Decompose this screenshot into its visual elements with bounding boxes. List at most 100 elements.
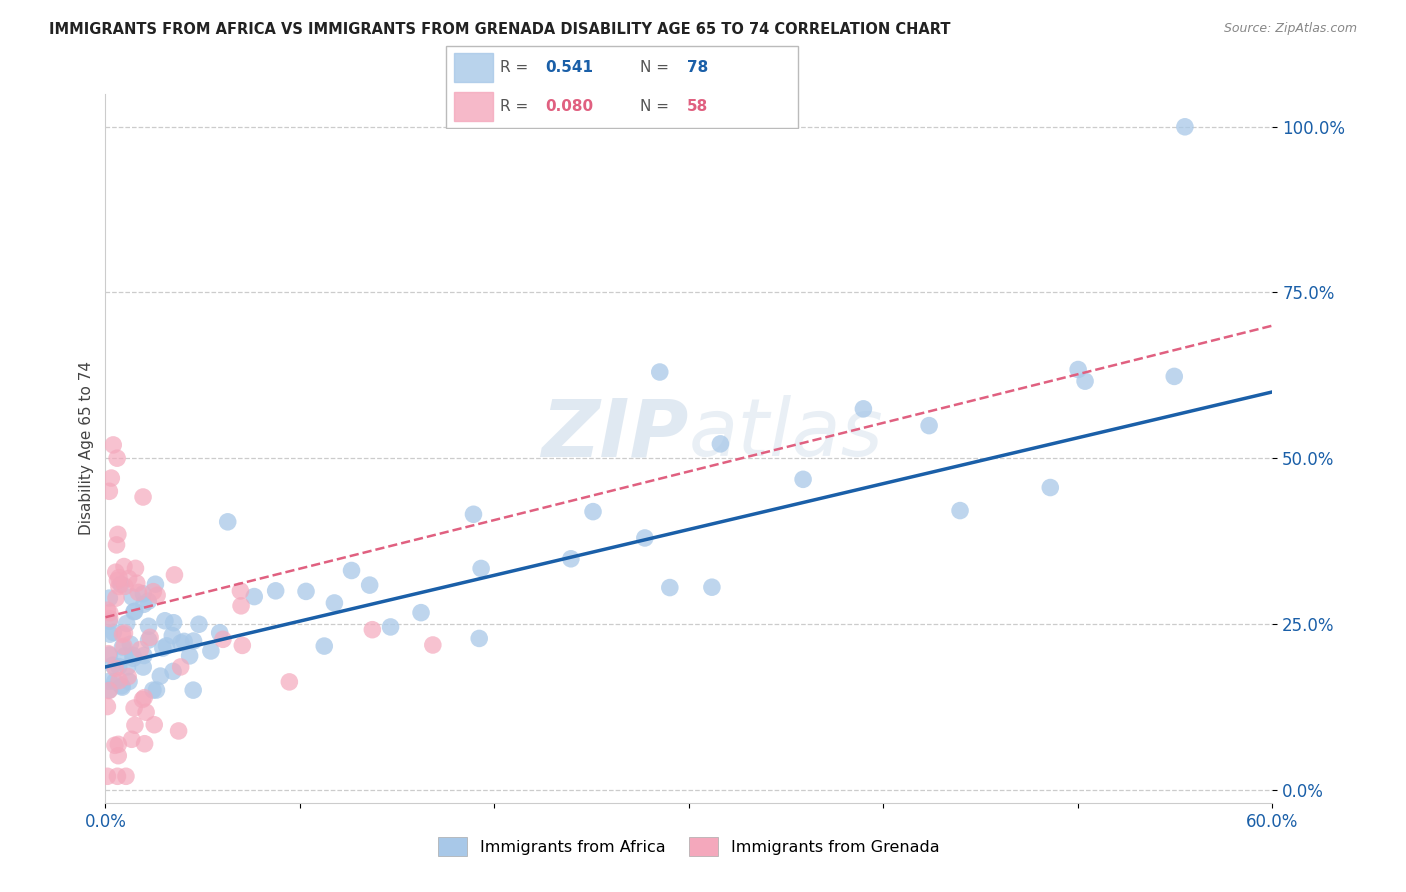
Point [200, 644, 222, 658]
Point [700, 580, 723, 594]
Point [122, 701, 145, 715]
Point [98, 484, 121, 499]
Point [468, 632, 491, 646]
Point [98, 682, 121, 697]
Point [323, 596, 346, 610]
Point [98, 611, 121, 625]
Point [114, 579, 136, 593]
Point [359, 578, 381, 592]
Point [152, 641, 174, 656]
Point [138, 619, 160, 633]
Point [243, 590, 266, 604]
Point [135, 705, 157, 719]
Text: atlas: atlas [689, 395, 884, 473]
Point [132, 597, 155, 611]
Point [103, 438, 125, 452]
Point [122, 605, 145, 619]
Point [104, 565, 127, 579]
Point [295, 584, 318, 599]
Point [105, 451, 128, 466]
Point [108, 673, 131, 688]
Point [217, 515, 239, 529]
Point [107, 748, 129, 763]
Point [1163, 369, 1185, 384]
Point [792, 472, 814, 486]
Point [101, 658, 124, 673]
Point [409, 606, 432, 620]
Point [188, 617, 211, 632]
Point [98, 648, 121, 662]
Point [314, 639, 336, 653]
Text: ZIP: ZIP [541, 395, 689, 473]
Text: Source: ZipAtlas.com: Source: ZipAtlas.com [1223, 22, 1357, 36]
Point [104, 661, 127, 675]
Text: 0.541: 0.541 [546, 60, 593, 75]
Point [103, 625, 125, 640]
Point [138, 633, 160, 648]
Point [122, 648, 145, 663]
Point [124, 561, 146, 575]
Point [463, 508, 485, 522]
Point [149, 669, 172, 683]
Point [105, 538, 128, 552]
Point [658, 581, 681, 595]
Point [121, 590, 143, 604]
Point [104, 739, 127, 753]
Point [98, 606, 121, 620]
Point [129, 642, 152, 657]
Point [131, 692, 153, 706]
Point [132, 660, 155, 674]
Point [112, 559, 135, 574]
FancyBboxPatch shape [454, 92, 494, 120]
Point [111, 627, 134, 641]
Point [97, 647, 120, 661]
Text: 58: 58 [686, 99, 709, 114]
Point [181, 683, 204, 698]
Point [96, 769, 118, 783]
Text: 0.080: 0.080 [546, 99, 593, 114]
Point [208, 625, 231, 640]
Point [169, 660, 191, 674]
Text: N =: N = [640, 99, 673, 114]
Point [124, 718, 146, 732]
Point [107, 769, 129, 783]
Point [179, 648, 201, 663]
FancyBboxPatch shape [447, 46, 797, 128]
Point [104, 674, 127, 689]
Point [108, 571, 131, 585]
Point [117, 572, 139, 586]
Point [1067, 362, 1090, 376]
Point [709, 437, 731, 451]
Point [229, 583, 252, 598]
Point [120, 637, 142, 651]
Text: R =: R = [501, 60, 533, 75]
Point [173, 634, 195, 648]
Point [162, 665, 184, 679]
Point [361, 623, 384, 637]
Point [918, 418, 941, 433]
Point [132, 490, 155, 504]
Point [112, 639, 135, 653]
Point [634, 531, 657, 545]
Point [107, 737, 129, 751]
Point [155, 639, 177, 653]
Point [422, 638, 444, 652]
Point [114, 626, 136, 640]
Point [114, 648, 136, 663]
Point [142, 683, 165, 698]
Point [134, 737, 156, 751]
Point [115, 616, 138, 631]
Point [183, 634, 205, 648]
Point [143, 717, 166, 731]
Legend: Immigrants from Africa, Immigrants from Grenada: Immigrants from Africa, Immigrants from … [432, 831, 946, 863]
Point [167, 723, 190, 738]
Point [278, 674, 301, 689]
Point [117, 660, 139, 674]
Point [96, 699, 118, 714]
Point [124, 604, 146, 618]
Point [111, 640, 134, 654]
Point [118, 674, 141, 689]
Text: N =: N = [640, 60, 673, 75]
Point [470, 561, 492, 575]
Point [648, 365, 671, 379]
